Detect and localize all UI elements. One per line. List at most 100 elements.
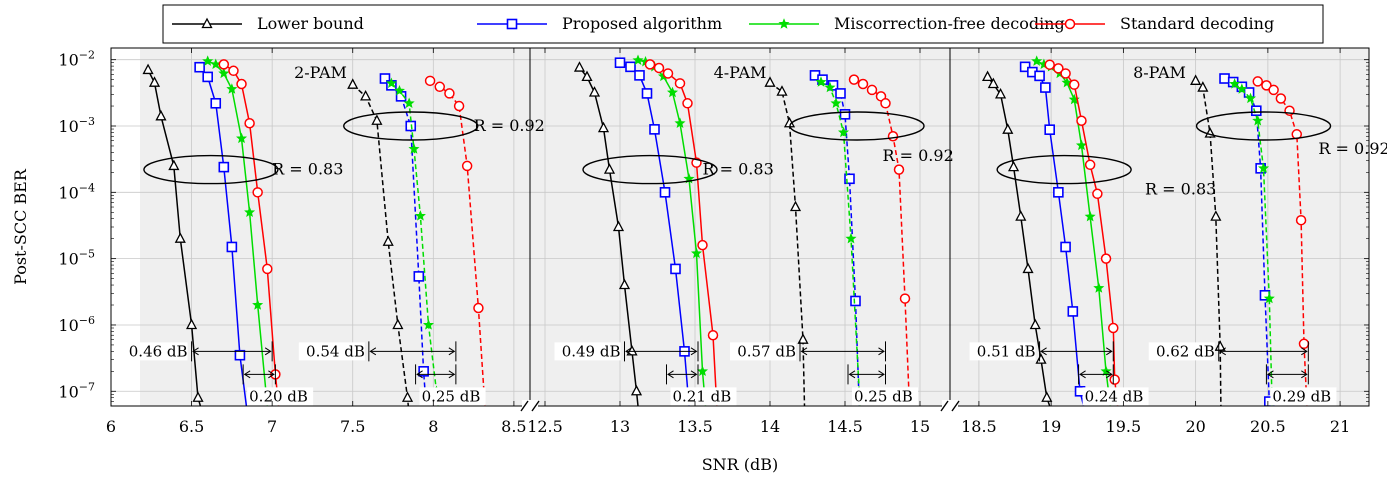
- star-marker: [1093, 282, 1105, 293]
- x-tick-label: 14.5: [827, 417, 863, 436]
- star-marker: [674, 117, 686, 128]
- arrow-head-left: [1266, 370, 1274, 379]
- square-marker: [210, 97, 222, 109]
- square-marker: [218, 161, 230, 173]
- rate-ellipse: [789, 111, 925, 141]
- rate-ellipse: [1195, 111, 1332, 141]
- star-marker: [422, 319, 434, 330]
- gap-label: 0.25 dB: [854, 387, 913, 405]
- triangle-marker: [789, 200, 802, 212]
- axis-break-mark: [531, 400, 540, 412]
- square-marker: [379, 73, 391, 84]
- gap-label: 0.25 dB: [422, 387, 481, 405]
- arrow-head-left: [192, 347, 199, 356]
- series-line: [147, 69, 202, 406]
- triangle-marker: [142, 63, 154, 75]
- triangle-marker: [626, 344, 638, 356]
- gap-label: 0.29 dB: [1272, 387, 1331, 405]
- star-marker: [236, 132, 248, 144]
- rate-ellipse: [343, 111, 479, 141]
- star-marker: [1031, 55, 1043, 66]
- triangle-marker: [630, 384, 643, 396]
- arrow-head-right: [690, 370, 698, 379]
- circle-marker: [1261, 80, 1272, 91]
- gap-label-bg: [730, 342, 796, 361]
- triangle-marker: [347, 78, 359, 89]
- arrow-head-right: [1301, 347, 1308, 356]
- star-marker: [845, 232, 857, 244]
- triangle-marker: [168, 159, 180, 171]
- arrow-head-left: [369, 347, 377, 356]
- circle-marker: [653, 62, 665, 74]
- circle-marker: [1064, 18, 1076, 30]
- circle-marker: [893, 164, 905, 175]
- circle-marker: [644, 59, 656, 70]
- arrow-head-right: [878, 347, 885, 356]
- square-marker: [839, 109, 851, 120]
- legend-entry: Lower bound: [172, 14, 364, 33]
- circle-marker: [1076, 115, 1087, 126]
- axis-break-mark: [951, 400, 960, 412]
- legend-label: Proposed algorithm: [562, 14, 722, 33]
- panel-label: 4-PAM: [714, 63, 767, 82]
- gap-annotation: 0.49 dB: [554, 341, 699, 362]
- triangle-marker: [401, 391, 414, 402]
- axes: 6 6.5 7 7.5 8 8.5 12.5 13 13.5 14 14.5 15 18.5 19 19.5…: [58, 48, 1369, 436]
- circle-marker: [1044, 59, 1055, 70]
- star-marker: [815, 76, 827, 87]
- arrow-head-left: [1219, 347, 1227, 356]
- legend-label: Miscorrection-free decoding: [834, 14, 1065, 33]
- triangle-marker: [776, 85, 788, 96]
- triangle-marker: [1015, 210, 1027, 221]
- gap-label-bg: [1148, 342, 1215, 361]
- square-marker: [634, 70, 645, 81]
- x-tick-label: 14: [760, 417, 780, 436]
- circle-marker: [1069, 79, 1080, 90]
- x-tick-label: 7.5: [340, 417, 365, 436]
- arrow-head-left: [1079, 370, 1086, 379]
- arrow-head-right: [1301, 370, 1308, 379]
- circle-marker: [887, 131, 899, 142]
- x-tick-label: 21: [1330, 417, 1350, 436]
- gap-annotation: 0.29 dB: [1265, 364, 1337, 406]
- rate-label: R = 0.92: [1318, 139, 1387, 158]
- square-marker: [413, 271, 425, 282]
- gap-label-bg: [554, 342, 621, 361]
- gap-annotation: 0.24 dB: [1078, 364, 1149, 406]
- star-marker: [632, 54, 644, 65]
- gap-annotation: 0.25 dB: [415, 364, 486, 406]
- x-tick-label: 20: [1185, 417, 1205, 436]
- square-marker: [1067, 306, 1079, 317]
- circle-marker: [857, 78, 869, 90]
- x-tick-label: 8: [428, 417, 438, 436]
- gap-label-bg: [1082, 387, 1149, 406]
- gap-label-bg: [969, 342, 1036, 361]
- triangle-marker: [1041, 391, 1053, 402]
- rate-label: R = 0.92: [883, 146, 954, 165]
- triangle-marker: [981, 70, 994, 82]
- triangle-marker: [148, 76, 161, 87]
- gap-label: 0.54 dB: [306, 342, 365, 360]
- square-marker: [844, 173, 855, 185]
- square-marker: [194, 61, 205, 73]
- circle-marker: [662, 68, 674, 79]
- y-tick-label: 10−6: [58, 314, 95, 335]
- gap-annotation: 0.62 dB: [1148, 341, 1309, 362]
- triangle-marker: [1210, 210, 1222, 221]
- panel-label: 2-PAM: [294, 63, 347, 82]
- gap-label-bg: [670, 387, 737, 406]
- gap-label: 0.51 dB: [977, 342, 1036, 360]
- triangle-marker: [192, 391, 204, 402]
- x-tick-label: 7: [267, 417, 277, 436]
- triangle-marker: [174, 232, 186, 243]
- gap-label: 0.20 dB: [249, 387, 308, 405]
- y-tick-label: 10−2: [58, 49, 95, 70]
- y-tick-label: 10−3: [58, 115, 95, 136]
- circle-marker: [899, 293, 911, 304]
- gap-annotation: 0.57 dB: [730, 341, 886, 362]
- star-marker: [1236, 83, 1248, 94]
- triangle-marker: [1214, 340, 1226, 351]
- circle-marker: [1275, 93, 1287, 104]
- star-marker: [1245, 92, 1257, 104]
- star-marker: [1263, 292, 1275, 304]
